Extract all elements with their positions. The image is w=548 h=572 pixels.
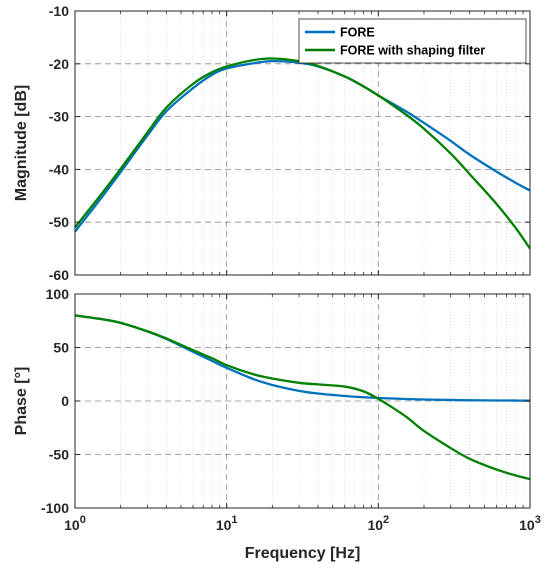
legend-box (298, 18, 527, 64)
y-tick-label: -60 (49, 267, 69, 283)
y-tick-label: -50 (49, 447, 69, 463)
y-tick-label: 0 (61, 393, 69, 409)
x-tick-labels: 100 101 102 103 (64, 514, 541, 533)
magnitude-panel: -60 -50 -40 -30 -20 -10 Magnitude [dB] FORE F… (13, 3, 531, 283)
x-tick-label: 103 (519, 514, 541, 533)
magnitude-y-axis-label: Magnitude [dB] (13, 85, 30, 201)
phase-series (74, 314, 531, 481)
x-tick-label: 101 (216, 514, 238, 533)
phase-panel: -100 -50 0 50 100 Phase [°] (13, 286, 531, 516)
x-axis-label: Frequency [Hz] (245, 545, 361, 562)
legend-entry-fore: FORE (340, 26, 375, 40)
phase-grid (75, 294, 530, 508)
phase-y-axis-label: Phase [°] (13, 367, 30, 436)
phase-ticks (74, 293, 531, 509)
magnitude-axes-box (74, 10, 531, 276)
y-tick-label: -100 (41, 500, 69, 516)
ph-series-fore-with-shaping-filter (74, 314, 531, 481)
y-tick-label: -20 (49, 56, 69, 72)
y-tick-label: -40 (49, 161, 69, 177)
magnitude-ticks (74, 10, 531, 276)
x-tick-label: 102 (367, 514, 389, 533)
legend-entry-fore-with-shaping-filter: FORE with shaping filter (340, 44, 485, 58)
x-tick-label: 100 (64, 514, 86, 533)
y-tick-label: 50 (53, 340, 69, 356)
phase-y-tick-labels: -100 -50 0 50 100 (41, 286, 69, 516)
y-tick-label: -30 (49, 109, 69, 125)
y-tick-label: -50 (49, 214, 69, 230)
magnitude-grid (75, 11, 530, 275)
legend: FORE FORE with shaping filter (298, 18, 527, 64)
y-tick-label: 100 (46, 286, 70, 302)
magnitude-y-tick-labels: -60 -50 -40 -30 -20 -10 (49, 3, 69, 283)
y-tick-label: -10 (49, 3, 69, 19)
